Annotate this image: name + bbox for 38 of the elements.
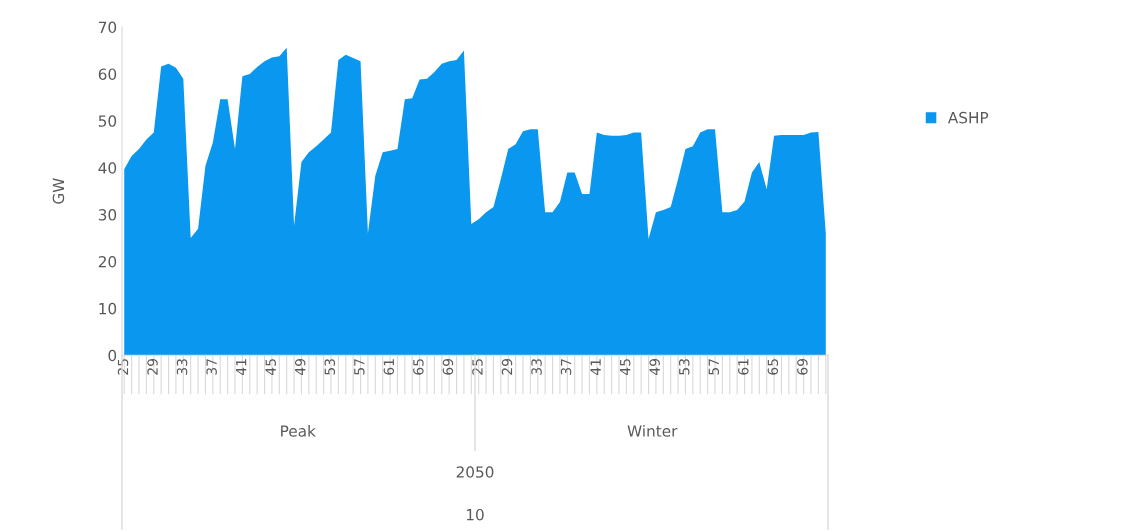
legend-label: ASHP — [947, 111, 989, 124]
x-tick-label: 45 — [265, 359, 276, 376]
x-tick-label: 41 — [236, 359, 247, 376]
x-tick-label: 53 — [678, 359, 690, 375]
x-tick-label: 33 — [176, 359, 188, 375]
x-tick-label: 61 — [383, 359, 395, 375]
y-tick-label: 40 — [98, 162, 117, 174]
x-tick-label: 29 — [147, 358, 158, 375]
x-tick-label: 57 — [354, 359, 365, 375]
x-tick-label: 41 — [590, 359, 601, 376]
x-tick-label: 65 — [767, 359, 779, 375]
text: Peak — [281, 424, 316, 437]
text: 2050 — [456, 466, 494, 478]
x-tick-label: 49 — [294, 358, 306, 376]
x-tick-label: 33 — [531, 359, 542, 375]
y-tick-label: 70 — [98, 21, 117, 34]
x-tick-label: 37 — [560, 359, 572, 375]
y-tick-label: 60 — [98, 68, 117, 80]
x-tick-label: 69 — [442, 358, 454, 375]
x-tick-label: 45 — [620, 359, 631, 376]
text: 10 — [466, 508, 484, 521]
x-tick-label: 25 — [117, 359, 129, 375]
y-tick-label: 50 — [98, 115, 117, 127]
y-axis-title: GW — [52, 178, 65, 204]
x-tick-label: 65 — [413, 359, 424, 375]
x-tick-label: 25 — [472, 359, 483, 375]
x-tick-label: 57 — [708, 359, 720, 375]
y-tick-label: 10 — [99, 302, 117, 315]
y-tick-label: 0 — [108, 349, 117, 362]
x-tick-label: 61 — [738, 359, 749, 375]
x-tick-label: 49 — [649, 358, 660, 376]
x-tick-label: 37 — [206, 359, 217, 375]
y-tick-label: 30 — [98, 209, 117, 221]
x-tick-label: 69 — [797, 358, 808, 375]
y-tick-label: 20 — [98, 255, 117, 268]
x-tick-label: 29 — [501, 358, 513, 375]
x-tick-label: 53 — [324, 359, 336, 375]
text: Winter — [627, 424, 678, 437]
